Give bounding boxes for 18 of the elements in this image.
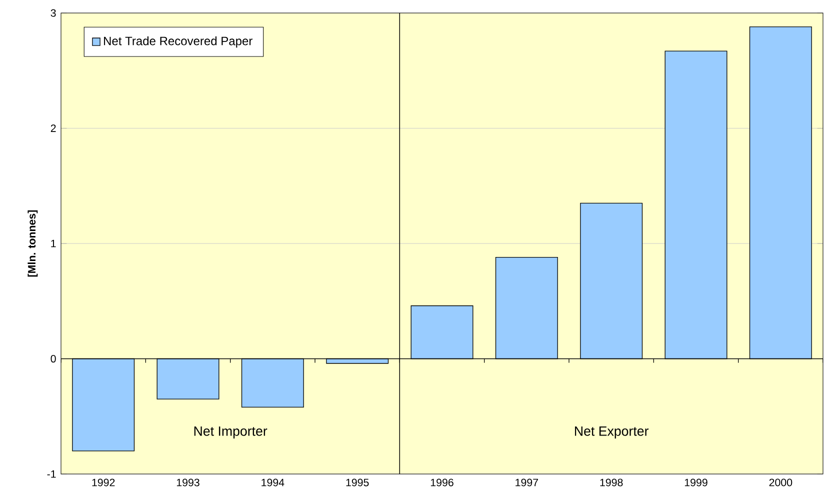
- annotation: Net Exporter: [575, 426, 649, 438]
- y-tick-label: 2: [50, 124, 56, 132]
- x-tick-label: 1997: [516, 478, 538, 486]
- x-tick-label: 1998: [600, 478, 623, 486]
- y-tick-label: 3: [50, 9, 56, 17]
- x-tick-label: 2000: [769, 478, 792, 486]
- x-tick-label: 1999: [684, 478, 708, 486]
- y-tick-label: 1: [51, 240, 56, 248]
- y-axis-title: [Mln. tonnes]: [28, 210, 38, 277]
- x-tick-label: 1992: [92, 478, 115, 486]
- annotation: Net Importer: [194, 426, 268, 438]
- x-tick-label: 1995: [346, 478, 369, 486]
- x-tick-label: 1994: [262, 478, 284, 486]
- y-tick-label: -1: [47, 470, 56, 478]
- legend-label: Net Trade Recovered Paper: [104, 36, 252, 48]
- y-tick-label: 0: [50, 354, 56, 363]
- x-tick-label: 1993: [176, 478, 200, 486]
- x-tick-label: 1996: [430, 478, 454, 486]
